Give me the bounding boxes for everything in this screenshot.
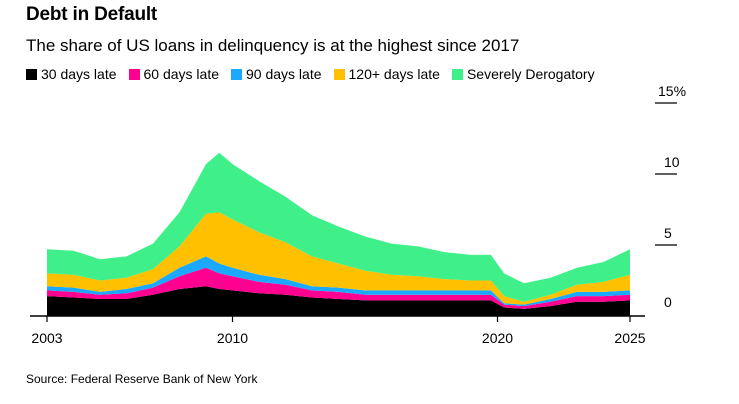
- source-note: Source: Federal Reserve Bank of New York: [26, 372, 258, 386]
- x-tick-label: 2025: [614, 330, 645, 346]
- x-tick-label: 2003: [31, 330, 62, 346]
- legend-label-severely-derogatory: Severely Derogatory: [466, 66, 595, 82]
- area-60-days-late: [47, 267, 630, 309]
- legend-item-120-days: 120+ days late: [333, 66, 440, 82]
- y-tick-label: 15%: [658, 83, 686, 99]
- legend-swatch-120-days: [333, 68, 345, 80]
- legend-label-90-days: 90 days late: [246, 66, 322, 82]
- area-severely-derogatory: [47, 152, 630, 302]
- legend-item-30-days: 30 days late: [26, 66, 117, 82]
- legend-item-severely-derogatory: Severely Derogatory: [451, 66, 595, 82]
- x-tick-label: 2020: [482, 330, 513, 346]
- y-axis: 0 5 10 15%: [655, 83, 686, 310]
- legend-item-60-days: 60 days late: [128, 66, 220, 82]
- area-layers: [47, 152, 630, 316]
- chart-title: Debt in Default: [26, 4, 158, 25]
- legend-swatch-severely-derogatory: [451, 68, 463, 80]
- legend-swatch-60-days: [128, 68, 140, 80]
- legend-label-30-days: 30 days late: [41, 66, 117, 82]
- x-tick-label: 2010: [217, 330, 248, 346]
- area-30-days-late: [47, 286, 630, 316]
- area-90-days-late: [47, 256, 630, 307]
- y-tick-label: 10: [664, 154, 680, 170]
- chart-subtitle: The share of US loans in delinquency is …: [26, 36, 520, 55]
- area-120-days-late: [47, 212, 630, 305]
- legend-item-90-days: 90 days late: [231, 66, 322, 82]
- legend-swatch-90-days: [231, 68, 242, 80]
- legend: 30 days late 60 days late 90 days late 1…: [26, 66, 607, 82]
- legend-swatch-30-days: [26, 68, 37, 80]
- x-axis: 2003 2010 2020 2025: [30, 315, 646, 346]
- y-tick-label: 5: [664, 225, 672, 241]
- y-tick-label: 0: [664, 294, 672, 310]
- legend-label-120-days: 120+ days late: [348, 66, 440, 82]
- legend-label-60-days: 60 days late: [143, 66, 220, 82]
